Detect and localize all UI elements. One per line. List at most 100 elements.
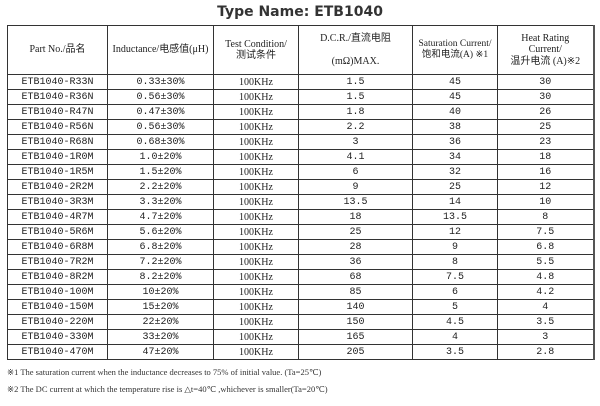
footnote-2: ※2 The DC current at which the temperatu… <box>7 384 328 394</box>
table-cell: 34 <box>412 149 498 165</box>
header-row: Part No./品名 Inductance/电感值(μH) Test Condit… <box>7 25 595 75</box>
table-row: ETB1040-1R5M 1.5±20% 100KHz 6 32 16 <box>7 164 595 180</box>
table-row: ETB1040-330M 33±20% 100KHz 165 4 3 <box>7 329 595 345</box>
table-cell: 18 <box>497 149 595 165</box>
table-cell: 5.5 <box>497 254 595 270</box>
table-cell: 36 <box>298 254 413 270</box>
table-cell: 25 <box>412 179 498 195</box>
table-cell: 100KHz <box>213 284 299 300</box>
table-cell: 16 <box>497 164 595 180</box>
table-cell: 3.5 <box>412 344 498 360</box>
table-cell: 2.2±20% <box>107 179 214 195</box>
table-cell: 2.2 <box>298 119 413 135</box>
table-cell: 100KHz <box>213 194 299 210</box>
table-cell: ETB1040-R47N <box>7 104 108 120</box>
table-cell: ETB1040-R33N <box>7 74 108 90</box>
table-cell: 100KHz <box>213 254 299 270</box>
table-cell: ETB1040-470M <box>7 344 108 360</box>
table-cell: 3 <box>497 329 595 345</box>
table-cell: 205 <box>298 344 413 360</box>
table-cell: ETB1040-4R7M <box>7 209 108 225</box>
table-cell: 100KHz <box>213 89 299 105</box>
table-cell: 4.5 <box>412 314 498 330</box>
table-cell: 38 <box>412 119 498 135</box>
table-row: ETB1040-150M 15±20% 100KHz 140 5 4 <box>7 299 595 315</box>
table-cell: 100KHz <box>213 239 299 255</box>
table-row: ETB1040-8R2M 8.2±20% 100KHz 68 7.5 4.8 <box>7 269 595 285</box>
column-header: D.C.R./直流电阻 (mΩ)MAX. <box>298 25 413 75</box>
table-cell: 4 <box>412 329 498 345</box>
table-cell: 8 <box>497 209 595 225</box>
table-cell: 0.56±30% <box>107 119 214 135</box>
table-cell: 22±20% <box>107 314 214 330</box>
table-cell: ETB1040-R56N <box>7 119 108 135</box>
table-cell: 13.5 <box>412 209 498 225</box>
table-row: ETB1040-100M 10±20% 100KHz 85 6 4.2 <box>7 284 595 300</box>
table-row: ETB1040-2R2M 2.2±20% 100KHz 9 25 12 <box>7 179 595 195</box>
table-cell: 100KHz <box>213 179 299 195</box>
table-cell: 10 <box>497 194 595 210</box>
table-cell: 100KHz <box>213 329 299 345</box>
table-cell: 7.2±20% <box>107 254 214 270</box>
table-cell: ETB1040-7R2M <box>7 254 108 270</box>
table-cell: 4 <box>497 299 595 315</box>
table-cell: 25 <box>497 119 595 135</box>
footnotes: ※1 The saturation current when the induc… <box>7 364 593 398</box>
table-cell: 6.8±20% <box>107 239 214 255</box>
column-header: Saturation Current/ 饱和电流(A) ※1 <box>412 25 498 75</box>
table-cell: 23 <box>497 134 595 150</box>
table-cell: 8.2±20% <box>107 269 214 285</box>
table-cell: 140 <box>298 299 413 315</box>
table-row: ETB1040-6R8M 6.8±20% 100KHz 28 9 6.8 <box>7 239 595 255</box>
table-cell: 85 <box>298 284 413 300</box>
table-cell: 45 <box>412 74 498 90</box>
table-cell: 4.2 <box>497 284 595 300</box>
table-cell: 100KHz <box>213 104 299 120</box>
table-cell: 0.56±30% <box>107 89 214 105</box>
table-row: ETB1040-5R6M 5.6±20% 100KHz 25 12 7.5 <box>7 224 595 240</box>
table-row: ETB1040-R33N 0.33±30% 100KHz 1.5 45 30 <box>7 74 595 90</box>
table-cell: 1.5 <box>298 74 413 90</box>
table-cell: 7.5 <box>412 269 498 285</box>
table-row: ETB1040-7R2M 7.2±20% 100KHz 36 8 5.5 <box>7 254 595 270</box>
table-cell: 150 <box>298 314 413 330</box>
table-cell: 9 <box>298 179 413 195</box>
table-cell: 30 <box>497 74 595 90</box>
table-cell: 47±20% <box>107 344 214 360</box>
table-cell: ETB1040-8R2M <box>7 269 108 285</box>
table-cell: ETB1040-330M <box>7 329 108 345</box>
table-cell: 0.33±30% <box>107 74 214 90</box>
table-cell: 3.3±20% <box>107 194 214 210</box>
table-cell: 100KHz <box>213 314 299 330</box>
table-row: ETB1040-R36N 0.56±30% 100KHz 1.5 45 30 <box>7 89 595 105</box>
table-row: ETB1040-3R3M 3.3±20% 100KHz 13.5 14 10 <box>7 194 595 210</box>
column-header: Heat Rating Current/ 温升电流 (A)※2 <box>497 25 595 75</box>
table-cell: 100KHz <box>213 164 299 180</box>
table-row: ETB1040-1R0M 1.0±20% 100KHz 4.1 34 18 <box>7 149 595 165</box>
table-cell: ETB1040-220M <box>7 314 108 330</box>
column-header: Test Condition/ 测试条件 <box>213 25 299 75</box>
table-cell: 12 <box>412 224 498 240</box>
spec-table: Part No./品名 Inductance/电感值(μH) Test Condit… <box>7 25 595 360</box>
table-cell: 4.7±20% <box>107 209 214 225</box>
table-row: ETB1040-4R7M 4.7±20% 100KHz 18 13.5 8 <box>7 209 595 225</box>
page-title: Type Name: ETB1040 <box>217 4 383 20</box>
table-cell: ETB1040-3R3M <box>7 194 108 210</box>
table-cell: 100KHz <box>213 344 299 360</box>
table-cell: 4.1 <box>298 149 413 165</box>
table-cell: 6.8 <box>497 239 595 255</box>
table-cell: 3.5 <box>497 314 595 330</box>
table-cell: 100KHz <box>213 119 299 135</box>
table-cell: 10±20% <box>107 284 214 300</box>
table-cell: 15±20% <box>107 299 214 315</box>
table-cell: 5.6±20% <box>107 224 214 240</box>
table-row: ETB1040-220M 22±20% 100KHz 150 4.5 3.5 <box>7 314 595 330</box>
table-cell: 40 <box>412 104 498 120</box>
table-cell: 25 <box>298 224 413 240</box>
table-cell: 4.8 <box>497 269 595 285</box>
table-cell: ETB1040-5R6M <box>7 224 108 240</box>
table-cell: 33±20% <box>107 329 214 345</box>
table-cell: 165 <box>298 329 413 345</box>
column-header: Part No./品名 <box>7 25 108 75</box>
